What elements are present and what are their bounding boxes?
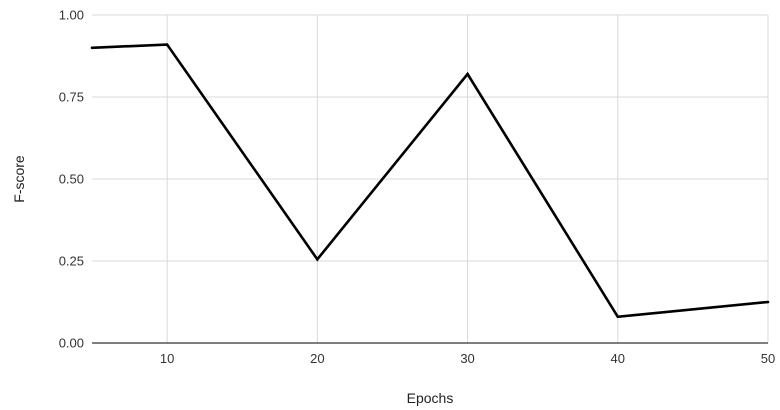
x-tick-label: 50 [761, 351, 775, 366]
y-tick-label: 0.25 [59, 254, 84, 269]
x-tick-label: 40 [611, 351, 625, 366]
data-point [90, 46, 94, 50]
x-tick-label: 20 [310, 351, 324, 366]
grid [92, 14, 769, 343]
data-point [466, 72, 469, 76]
y-tick-label: 1.00 [59, 8, 84, 23]
data-point [616, 315, 620, 319]
data-point [316, 258, 319, 261]
x-tick-label: 30 [460, 351, 474, 366]
y-axis-title: F-score [11, 155, 27, 203]
data-point [165, 43, 169, 46]
x-axis-title: Epochs [407, 390, 454, 406]
tick-labels: 0.00 0.25 0.50 0.75 1.00 10 20 30 40 50 [59, 8, 776, 367]
y-tick-label: 0.75 [59, 90, 84, 105]
y-tick-label: 0.00 [59, 336, 84, 351]
data-point [766, 300, 770, 304]
series-layer [90, 43, 770, 319]
y-tick-label: 0.50 [59, 172, 84, 187]
x-tick-label: 10 [160, 351, 174, 366]
series-line [91, 43, 769, 319]
